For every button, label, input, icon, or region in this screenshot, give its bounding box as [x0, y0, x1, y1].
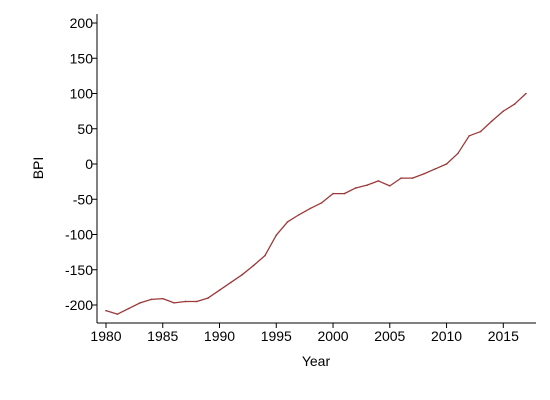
data-point [252, 264, 255, 267]
y-tick-label: 0 [85, 156, 93, 172]
series-line [105, 93, 527, 315]
data-point [320, 201, 323, 204]
data-point [468, 135, 471, 137]
data-point [479, 130, 482, 133]
data-point [264, 254, 266, 257]
data-point [275, 234, 278, 237]
x-tick-label: 1995 [261, 328, 292, 344]
data-point [502, 110, 505, 112]
x-tick-label: 2000 [317, 328, 348, 344]
y-tick-label: 100 [70, 86, 94, 102]
data-point [400, 177, 402, 179]
y-axis-ticks: -200 -150 -100 -50 0 50 100 150 200 [65, 15, 97, 313]
x-tick-label: 2005 [374, 328, 405, 344]
data-point [286, 221, 289, 223]
y-axis-title: BPI [30, 157, 46, 180]
data-point [105, 309, 107, 312]
data-point [411, 177, 414, 179]
data-point [457, 152, 459, 155]
data-point [309, 207, 312, 210]
data-point [184, 300, 187, 303]
data-point [196, 300, 198, 303]
x-tick-label: 1990 [204, 328, 235, 344]
x-tick-label: 1980 [90, 328, 121, 344]
data-point [161, 297, 164, 300]
data-point [377, 180, 380, 182]
data-point [513, 103, 516, 105]
y-tick-label: 50 [77, 121, 93, 137]
x-tick-label: 1985 [147, 328, 178, 344]
data-point [332, 192, 334, 195]
data-point [218, 289, 221, 291]
y-tick-label: 200 [70, 15, 94, 31]
data-points [105, 92, 527, 315]
data-point [116, 313, 119, 315]
data-point [150, 298, 153, 301]
data-point [434, 168, 436, 170]
data-point [423, 173, 425, 175]
x-tick-label: 2010 [431, 328, 462, 344]
data-point [230, 281, 232, 284]
data-point [139, 302, 141, 304]
y-tick-label: -200 [65, 297, 93, 313]
data-point [241, 273, 244, 276]
data-point [127, 307, 130, 310]
y-tick-label: -50 [73, 191, 93, 207]
data-point [445, 163, 448, 165]
y-tick-label: 150 [70, 50, 94, 66]
data-point [173, 302, 175, 304]
data-point [491, 120, 493, 122]
x-axis-ticks: 1980 1985 1990 1995 2000 2005 2010 2015 [90, 323, 519, 344]
x-tick-label: 2015 [488, 328, 519, 344]
data-point [207, 297, 209, 299]
data-point [525, 92, 527, 95]
data-point [343, 192, 346, 195]
y-tick-label: -100 [65, 227, 93, 243]
data-point [354, 187, 357, 189]
x-axis-title: Year [302, 353, 331, 369]
data-point [366, 184, 368, 186]
data-point [298, 213, 300, 216]
data-point [388, 185, 391, 187]
y-tick-label: -150 [65, 262, 93, 278]
